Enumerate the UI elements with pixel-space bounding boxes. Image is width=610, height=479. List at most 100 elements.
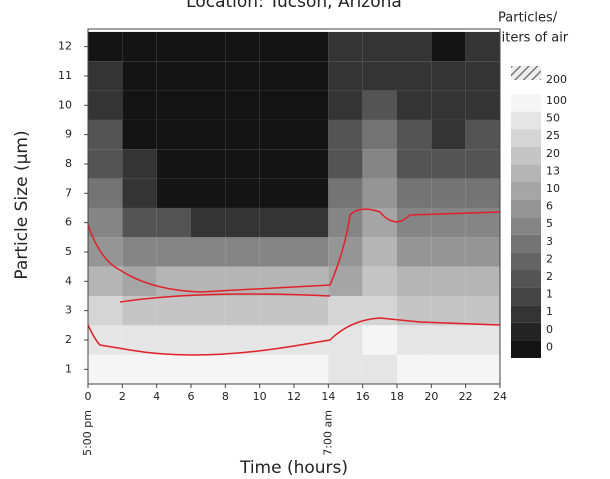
y-tick-label: 3: [65, 304, 72, 317]
heatmap-cell: [294, 237, 329, 267]
colorbar-swatch: [511, 111, 541, 130]
heatmap-cell: [465, 31, 500, 62]
colorbar-swatch: [511, 129, 541, 147]
heatmap-cell: [191, 61, 226, 91]
heatmap-cell: [294, 149, 329, 179]
heatmap-cell: [328, 119, 363, 150]
colorbar-label: 0: [546, 340, 553, 353]
heatmap-cell: [191, 295, 226, 326]
heatmap-cell: [397, 31, 432, 62]
x-tick-label: 16: [356, 390, 370, 403]
heatmap-cell: [259, 207, 294, 238]
heatmap-cell: [191, 90, 226, 120]
heatmap-cell: [259, 266, 294, 296]
heatmap-cell: [362, 237, 397, 267]
y-tick-label: 4: [65, 274, 72, 287]
heatmap-cell: [259, 119, 294, 150]
contour: [87, 317, 501, 356]
colorbar-swatch: [511, 322, 541, 341]
heatmap-cell: [259, 178, 294, 208]
colorbar-label: 100: [546, 94, 567, 107]
heatmap-cell: [259, 61, 294, 91]
heatmap-cell: [294, 61, 329, 91]
colorbar-swatch: [511, 234, 541, 253]
heatmap-cell: [225, 207, 260, 238]
heatmap-cell: [225, 325, 260, 355]
x-tick-label: 8: [222, 390, 229, 403]
colorbar-label: 25: [546, 129, 560, 142]
heatmap-cell: [122, 149, 157, 179]
heatmap-cell: [156, 207, 191, 238]
heatmap-cell: [328, 237, 363, 267]
heatmap-cell: [88, 178, 123, 208]
colorbar-swatch: [511, 66, 541, 80]
heatmap-cell: [88, 354, 123, 384]
colorbar-label: 6: [546, 200, 553, 213]
heatmap-cell: [328, 61, 363, 91]
x-tick-label: 14: [321, 390, 335, 403]
heatmap-cell: [362, 325, 397, 355]
heatmap-cell: [328, 149, 363, 179]
heatmap-cell: [397, 237, 432, 267]
y-tick-label: 1: [65, 362, 72, 375]
heatmap-cell: [225, 31, 260, 62]
y-tick-label: 10: [58, 98, 72, 111]
x-tick-label: 24: [493, 390, 507, 403]
heatmap-cell: [362, 31, 397, 62]
heatmap-cell: [328, 207, 363, 238]
heatmap-cell: [397, 207, 432, 238]
heatmap-cell: [397, 178, 432, 208]
heatmap-cell: [431, 90, 466, 120]
heatmap-cell: [122, 119, 157, 150]
heatmap-cell: [225, 149, 260, 179]
heatmap-cell: [156, 90, 191, 120]
heatmap-cell: [122, 266, 157, 296]
colorbar-label: 50: [546, 112, 560, 125]
colorbar-label: 5: [546, 217, 553, 230]
heatmap-cell: [465, 295, 500, 326]
heatmap-cell: [328, 325, 363, 355]
heatmap-cell: [156, 119, 191, 150]
colorbar-swatch: [511, 287, 541, 306]
heatmap-cell: [191, 237, 226, 267]
heatmap-cell: [122, 90, 157, 120]
heatmap-cell: [88, 149, 123, 179]
heatmap-cell: [88, 207, 123, 238]
colorbar-label: 13: [546, 164, 560, 177]
heatmap-cell: [294, 119, 329, 150]
chart-title: Location: Tucson, Arizona: [186, 0, 402, 12]
heatmap-cell: [259, 149, 294, 179]
heatmap-cell: [88, 90, 123, 120]
colorbar-label: 1: [546, 305, 553, 318]
heatmap-cell: [362, 178, 397, 208]
y-axis-label: Particle Size (µm): [12, 130, 32, 279]
colorbar-label: 0: [546, 323, 553, 336]
heatmap-cell: [259, 354, 294, 384]
colorbar-swatch: [511, 182, 541, 200]
colorbar-label: 20: [546, 147, 560, 160]
heatmap-cell: [225, 119, 260, 150]
colorbar-title: Particles/: [498, 11, 558, 26]
x-tick-label: 18: [390, 390, 404, 403]
heatmap-cell: [397, 90, 432, 120]
heatmap-cell: [88, 325, 123, 355]
colorbar-swatch: [511, 94, 541, 112]
heatmap-cell: [431, 295, 466, 326]
heatmap-cell: [156, 295, 191, 326]
heatmap-cell: [122, 237, 157, 267]
heatmap-cell: [362, 90, 397, 120]
heatmap-cell: [465, 325, 500, 355]
heatmap-cell: [259, 31, 294, 62]
heatmap-cell: [362, 295, 397, 326]
heatmap-cell: [88, 266, 123, 296]
heatmap-cell: [431, 325, 466, 355]
heatmap-cell: [156, 149, 191, 179]
heatmap-cell: [225, 178, 260, 208]
heatmap-cell: [362, 119, 397, 150]
y-tick-label: 6: [65, 216, 72, 229]
heatmap-cell: [431, 178, 466, 208]
heatmap-cell: [397, 325, 432, 355]
y-tick-label: 7: [65, 186, 72, 199]
heatmap-cell: [88, 295, 123, 326]
heatmap-cell: [328, 266, 363, 296]
